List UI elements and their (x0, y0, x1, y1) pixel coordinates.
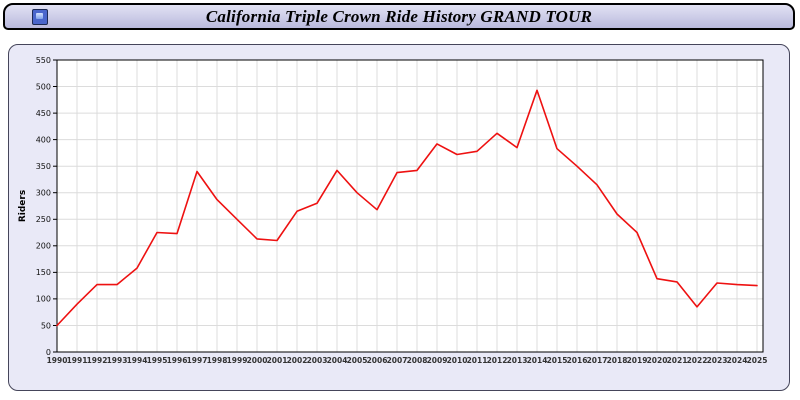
chart-panel: 0 50 100 150 200 250 300 350 400 450 500 550 1990 199… (8, 44, 790, 391)
svg-text:1992: 1992 (87, 356, 108, 365)
svg-text:2021: 2021 (667, 356, 688, 365)
title-bar: California Triple Crown Ride History GRA… (3, 3, 795, 30)
svg-text:2010: 2010 (447, 356, 468, 365)
svg-text:2019: 2019 (627, 356, 648, 365)
svg-text:1991: 1991 (67, 356, 88, 365)
svg-text:2022: 2022 (687, 356, 708, 365)
image-icon (32, 9, 48, 25)
svg-text:150: 150 (36, 268, 51, 277)
svg-text:2000: 2000 (247, 356, 268, 365)
svg-text:2025: 2025 (747, 356, 768, 365)
svg-text:1995: 1995 (147, 356, 168, 365)
svg-text:2024: 2024 (727, 356, 748, 365)
svg-text:2013: 2013 (507, 356, 528, 365)
svg-text:2016: 2016 (567, 356, 588, 365)
svg-text:2023: 2023 (707, 356, 728, 365)
svg-text:2001: 2001 (267, 356, 288, 365)
svg-text:100: 100 (36, 295, 51, 304)
svg-text:2011: 2011 (467, 356, 488, 365)
svg-text:1996: 1996 (167, 356, 188, 365)
svg-text:200: 200 (36, 242, 51, 251)
svg-text:400: 400 (36, 135, 51, 144)
svg-text:350: 350 (36, 162, 51, 171)
svg-text:1990: 1990 (47, 356, 68, 365)
svg-text:1999: 1999 (227, 356, 248, 365)
svg-text:1993: 1993 (107, 356, 128, 365)
svg-text:1997: 1997 (187, 356, 208, 365)
svg-text:2015: 2015 (547, 356, 568, 365)
svg-text:300: 300 (36, 189, 51, 198)
svg-text:2004: 2004 (327, 356, 348, 365)
svg-text:Riders: Riders (18, 190, 28, 222)
svg-text:2003: 2003 (307, 356, 328, 365)
svg-text:550: 550 (36, 56, 51, 65)
svg-text:2008: 2008 (407, 356, 428, 365)
svg-text:2005: 2005 (347, 356, 368, 365)
svg-text:2012: 2012 (487, 356, 508, 365)
svg-text:2020: 2020 (647, 356, 668, 365)
page-title: California Triple Crown Ride History GRA… (205, 6, 593, 26)
svg-text:2014: 2014 (527, 356, 548, 365)
svg-text:2018: 2018 (607, 356, 628, 365)
svg-text:2006: 2006 (367, 356, 388, 365)
svg-text:450: 450 (36, 109, 51, 118)
svg-text:250: 250 (36, 215, 51, 224)
svg-text:1994: 1994 (127, 356, 148, 365)
svg-text:0: 0 (46, 348, 51, 357)
svg-text:2017: 2017 (587, 356, 608, 365)
svg-text:500: 500 (36, 82, 51, 91)
svg-text:2007: 2007 (387, 356, 408, 365)
svg-text:1998: 1998 (207, 356, 228, 365)
svg-text:50: 50 (41, 321, 51, 330)
svg-text:2009: 2009 (427, 356, 448, 365)
svg-text:2002: 2002 (287, 356, 308, 365)
